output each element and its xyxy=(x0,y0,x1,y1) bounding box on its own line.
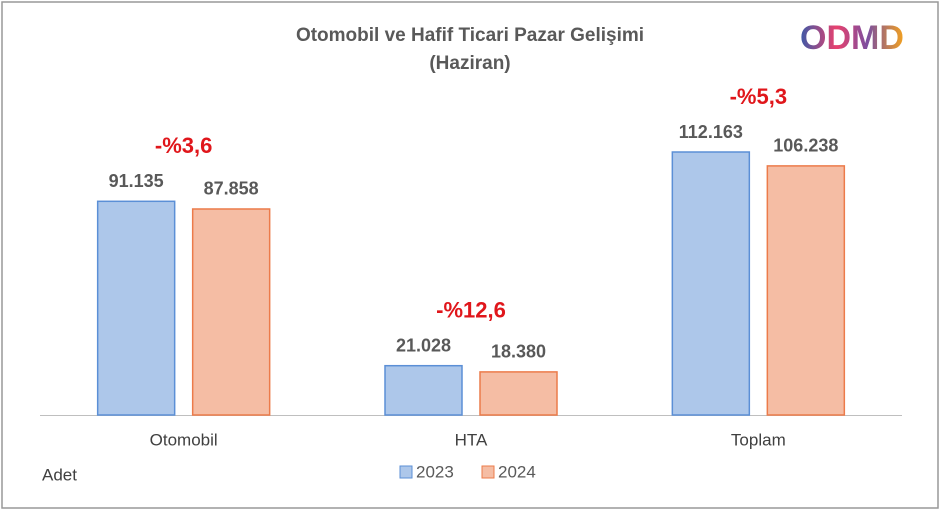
value-label: 112.163 xyxy=(679,122,743,142)
bar xyxy=(479,371,558,416)
bar xyxy=(384,364,463,416)
bar xyxy=(766,165,846,416)
bar xyxy=(191,208,271,416)
value-label: 106.238 xyxy=(773,136,838,156)
x-tick-label: HTA xyxy=(455,430,488,449)
value-label: 91.135 xyxy=(109,171,164,191)
bar xyxy=(671,151,751,416)
chart-title: Otomobil ve Hafif Ticari Pazar Gelişimi xyxy=(296,25,644,46)
x-tick-label: Otomobil xyxy=(150,430,218,449)
legend-label: 2024 xyxy=(498,462,536,481)
value-label: 18.380 xyxy=(491,342,546,362)
x-tick-label: Toplam xyxy=(731,430,786,449)
unit-label: Adet xyxy=(42,465,77,484)
change-annotation: -%12,6 xyxy=(436,298,506,323)
legend-label: 2023 xyxy=(416,462,454,481)
logo: ODMD xyxy=(800,19,904,57)
legend-swatch xyxy=(399,465,413,479)
value-label: 87.858 xyxy=(204,179,259,199)
change-annotation: -%5,3 xyxy=(730,84,787,109)
bar xyxy=(96,200,176,416)
legend-swatch xyxy=(481,465,495,479)
change-annotation: -%3,6 xyxy=(155,133,212,158)
chart-subtitle: (Haziran) xyxy=(429,53,510,74)
value-label: 21.028 xyxy=(396,335,451,355)
